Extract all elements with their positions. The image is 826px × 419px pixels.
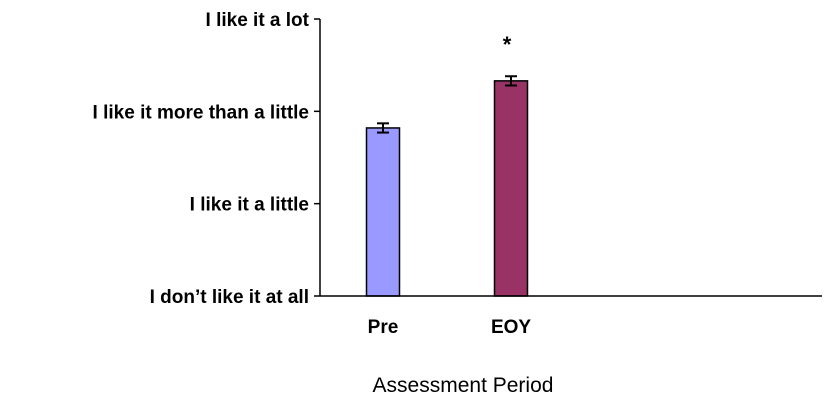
y-tick-label: I like it a little (190, 195, 309, 216)
x-tick-label-eoy: EOY (491, 317, 531, 338)
error-bars (377, 75, 517, 134)
x-tick-label-pre: Pre (368, 317, 399, 338)
y-tick-label: I like it more than a little (93, 102, 309, 123)
x-axis-title: Assessment Period (373, 374, 554, 397)
bar-eoy (493, 80, 529, 297)
bar-pre (365, 127, 401, 297)
y-axis-ticks: I don’t like it at all I like it a little… (93, 10, 320, 308)
y-tick-label: I like it a lot (206, 10, 310, 31)
bars (365, 80, 529, 297)
x-axis-labels: Pre EOY (368, 317, 532, 338)
annotations: * (503, 32, 512, 57)
y-tick-label: I don’t like it at all (150, 287, 309, 308)
significance-marker: * (503, 32, 512, 57)
